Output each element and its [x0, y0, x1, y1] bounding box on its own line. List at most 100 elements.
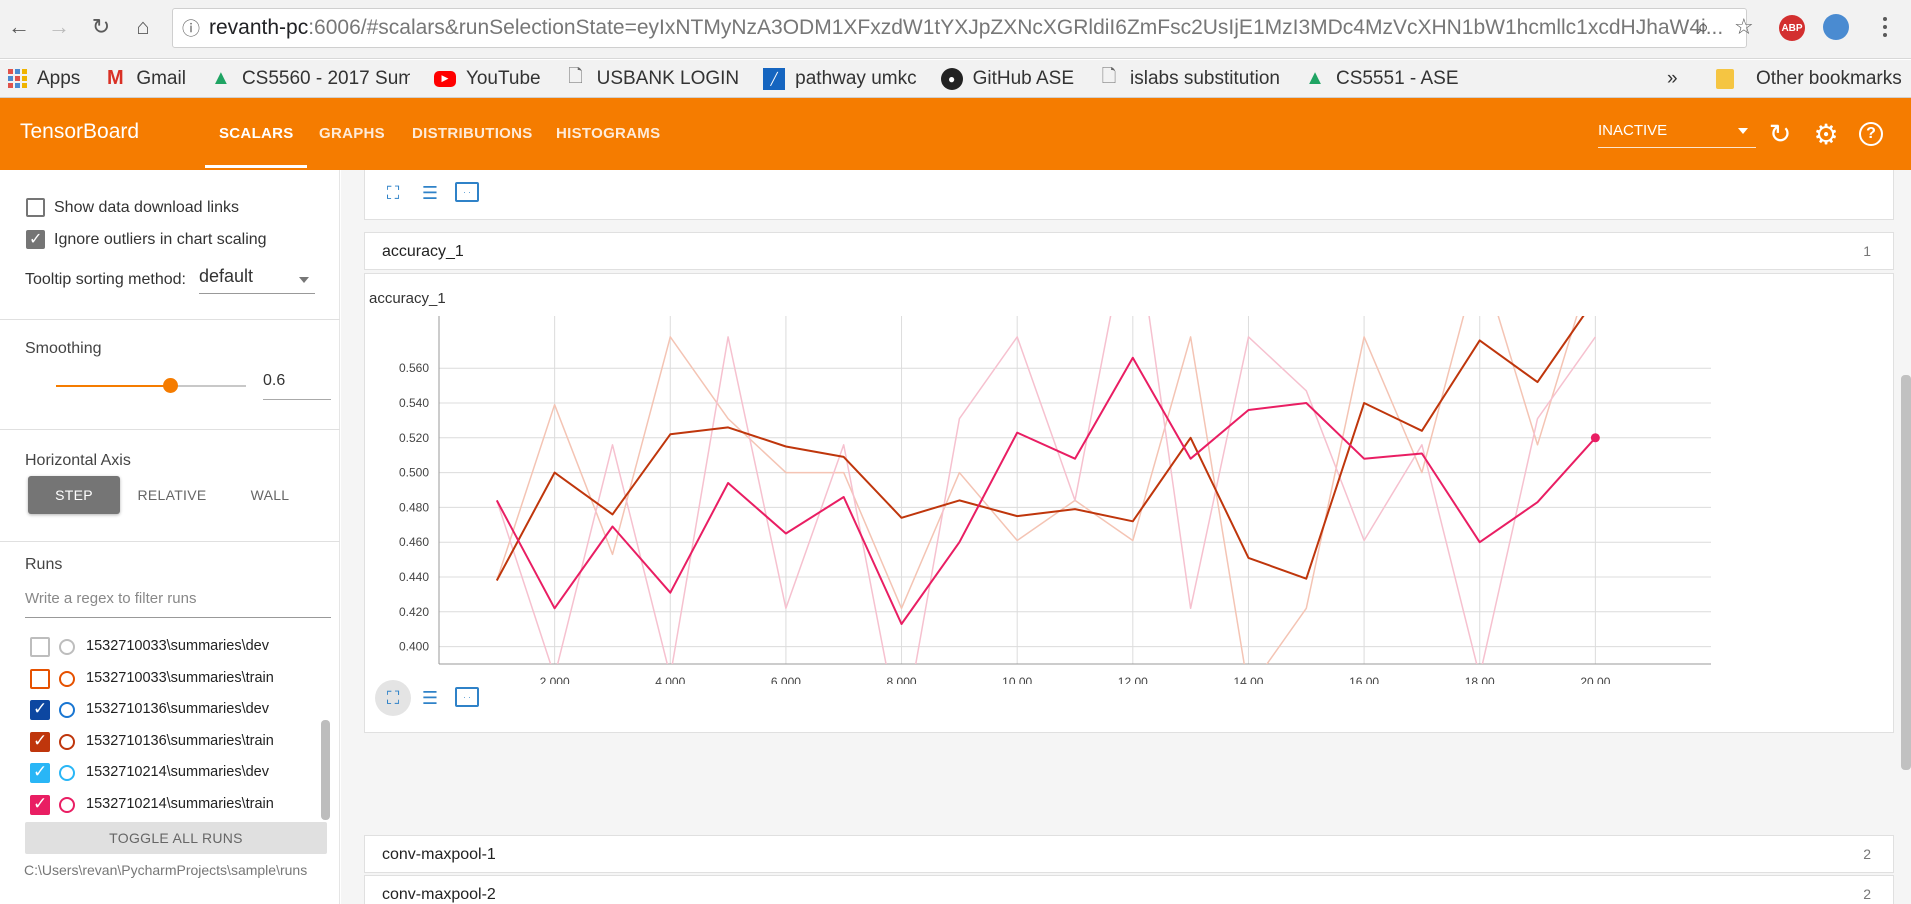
category-title: conv-maxpool-2 [382, 886, 496, 903]
info-icon[interactable]: ⓘ [182, 19, 200, 39]
bookmark-cs5560[interactable]: ▲ CS5560 - 2017 Summ [210, 67, 410, 90]
run-status-value: INACTIVE [1598, 122, 1668, 139]
fit-domain-icon[interactable]: · · [455, 687, 479, 707]
run-checkbox[interactable] [30, 668, 50, 689]
list-icon[interactable]: ☰ [421, 687, 439, 708]
fullscreen-icon[interactable]: ⛶ [386, 182, 400, 203]
run-checkbox[interactable] [30, 762, 50, 783]
run-item[interactable]: 1532710136\summaries\train [25, 730, 320, 754]
accuracy-chart[interactable]: 0.400 0.420 0.440 0.460 0.480 0.500 0.520 0.540… [365, 274, 1895, 684]
bookmark-cs5551[interactable]: ▲ CS5551 - ASE [1304, 67, 1458, 90]
reload-icon[interactable]: ↻ [1768, 118, 1792, 149]
globe-extension-icon[interactable] [1823, 14, 1849, 40]
bookmark-islabs[interactable]: 🗋 islabs substitution [1098, 66, 1280, 90]
run-item[interactable]: 1532710136\summaries\dev [25, 698, 320, 722]
run-checkbox[interactable] [30, 731, 50, 752]
toggle-all-runs-button[interactable]: TOGGLE ALL RUNS [25, 822, 327, 854]
forward-icon[interactable]: → [48, 14, 70, 39]
highlight-point [1590, 433, 1600, 443]
series-line-214-train [495, 356, 1597, 625]
run-item[interactable]: 1532710214\summaries\dev [25, 761, 320, 785]
ignore-outliers-checkbox[interactable] [26, 229, 45, 249]
smoothing-slider[interactable] [56, 378, 246, 393]
slider-knob[interactable] [163, 378, 178, 393]
run-checkbox[interactable] [30, 794, 50, 815]
run-label: 1532710033\summaries\train [86, 669, 274, 686]
tooltip-sorting-value: default [199, 266, 254, 286]
home-icon[interactable]: ⌂ [136, 14, 150, 39]
fit-domain-icon[interactable]: · · [455, 182, 479, 202]
run-color-dot[interactable] [59, 796, 75, 813]
tab-graphs[interactable]: GRAPHS [319, 125, 385, 142]
back-icon[interactable]: ← [8, 14, 30, 39]
run-item[interactable]: 1532710033\summaries\dev [25, 635, 320, 659]
x-tick-label: 10.00 [1002, 675, 1032, 684]
smoothing-input[interactable]: 0.6 [263, 372, 331, 400]
bookmark-pathway[interactable]: ╱ pathway umkc [763, 67, 917, 90]
axis-relative-button[interactable]: RELATIVE [137, 487, 207, 503]
category-conv-maxpool-2[interactable]: conv-maxpool-2 2 [364, 875, 1894, 904]
help-button[interactable]: ? [1857, 120, 1885, 148]
run-checkbox[interactable] [30, 637, 50, 657]
tab-distributions[interactable]: DISTRIBUTIONS [412, 125, 533, 142]
bookmark-label: GitHub ASE [972, 67, 1074, 89]
ignore-outliers-label: Ignore outliers in chart scaling [54, 231, 267, 248]
category-conv-maxpool-1[interactable]: conv-maxpool-1 2 [364, 835, 1894, 873]
axis-step-button[interactable]: STEP [28, 476, 120, 514]
bookmark-other[interactable]: Other bookmarks [1716, 60, 1902, 98]
bookmark-gmail[interactable]: M Gmail [104, 67, 186, 90]
fullscreen-icon[interactable]: ⛶ [375, 680, 411, 716]
bookmark-usbank[interactable]: 🗋 USBANK LOGIN [565, 66, 740, 90]
bookmark-github[interactable]: ● GitHub ASE [940, 67, 1074, 90]
runs-filter-input[interactable]: Write a regex to filter runs [25, 590, 331, 618]
download-links-checkbox[interactable] [26, 198, 45, 217]
zoom-icon[interactable]: ⌕ [1697, 14, 1710, 39]
drive-icon: ▲ [211, 67, 231, 89]
run-color-dot[interactable] [59, 639, 75, 655]
address-bar[interactable]: ⓘ revanth-pc :6006/#scalars&runSelection… [172, 8, 1747, 48]
run-color-dot[interactable] [59, 670, 75, 687]
tab-histograms[interactable]: HISTOGRAMS [556, 125, 661, 142]
bookmarks-overflow-icon[interactable]: » [1667, 68, 1678, 89]
adblock-extension-icon[interactable]: ABP [1779, 15, 1805, 41]
gear-icon[interactable]: ⚙ [1813, 118, 1839, 150]
bookmark-youtube[interactable]: ▶ YouTube [433, 68, 541, 90]
runs-scrollbar[interactable] [321, 720, 330, 820]
axis-wall-button[interactable]: WALL [250, 487, 290, 503]
run-color-dot[interactable] [59, 733, 75, 750]
reload-icon[interactable]: ↻ [91, 14, 111, 39]
main-panel: ⛶ ☰ · · accuracy_1 1 accuracy_1 0.400 0.4… [341, 170, 1911, 904]
category-accuracy[interactable]: accuracy_1 1 [364, 232, 1894, 270]
y-tick-label: 0.400 [399, 640, 429, 654]
smoothing-section: Smoothing [0, 320, 340, 430]
chrome-menu-icon[interactable] [1875, 12, 1895, 42]
run-item[interactable]: 1532710214\summaries\train [25, 793, 320, 817]
list-icon[interactable]: ☰ [421, 182, 439, 203]
run-color-dot[interactable] [59, 765, 75, 781]
x-tick-label: 12.00 [1118, 675, 1148, 684]
previous-card-footer: ⛶ ☰ · · [364, 170, 1894, 220]
x-tick-label: 4.000 [655, 675, 685, 684]
category-count: 1 [1863, 243, 1871, 259]
tooltip-sorting-dropdown[interactable]: default [199, 266, 315, 294]
bookmark-apps[interactable]: Apps [8, 68, 80, 90]
youtube-icon: ▶ [433, 70, 456, 87]
run-checkbox[interactable] [30, 699, 50, 720]
browser-toolbar: ← → ↻ ⌂ ⓘ revanth-pc :6006/#scalars&runS… [0, 0, 1911, 59]
run-status-dropdown[interactable]: INACTIVE [1598, 122, 1756, 148]
category-title: conv-maxpool-1 [382, 846, 496, 863]
run-label: 1532710136\summaries\train [86, 732, 274, 749]
tab-scalars[interactable]: SCALARS [219, 125, 294, 142]
run-color-dot[interactable] [59, 702, 75, 718]
bookmark-star-icon[interactable]: ☆ [1734, 14, 1754, 39]
x-tick-label: 20.00 [1580, 675, 1610, 684]
bookmark-label: pathway umkc [795, 67, 917, 89]
slider-fill [56, 385, 170, 387]
pathway-icon: ╱ [763, 67, 786, 90]
bookmarks-bar: Apps M Gmail ▲ CS5560 - 2017 Summ ▶ YouT… [0, 60, 1911, 98]
run-item[interactable]: 1532710033\summaries\train [25, 667, 320, 691]
bookmark-label: USBANK LOGIN [596, 67, 740, 89]
chart-title: accuracy_1 [369, 290, 446, 307]
x-tick-label: 2.000 [540, 675, 570, 684]
main-scrollbar[interactable] [1901, 375, 1911, 770]
